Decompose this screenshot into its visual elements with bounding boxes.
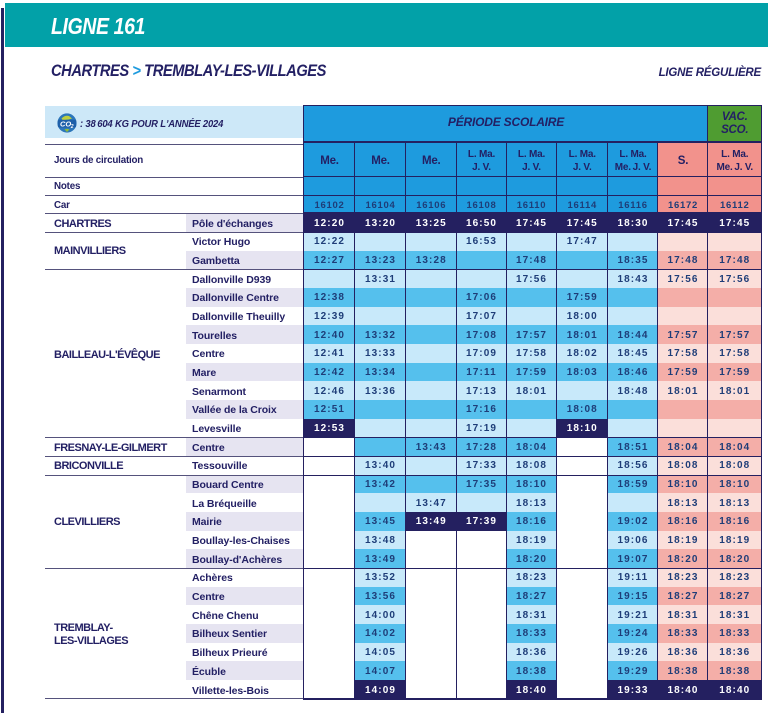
svg-text:CO: CO xyxy=(60,119,71,128)
svg-text:2: 2 xyxy=(70,123,74,129)
